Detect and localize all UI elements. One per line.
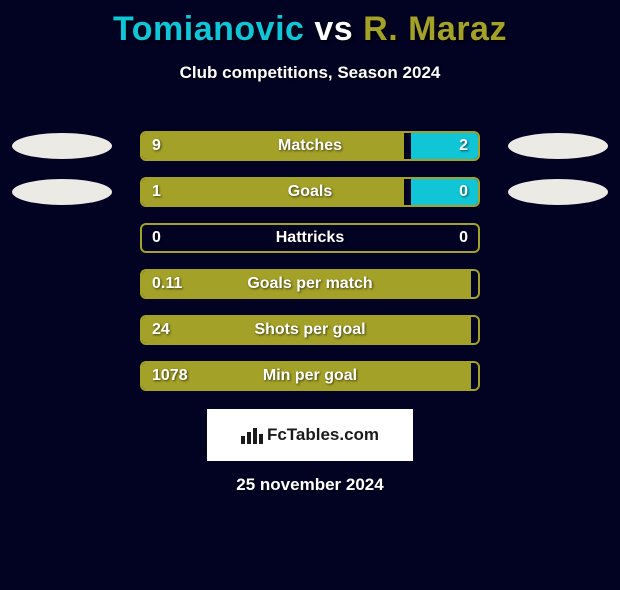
stat-bar: 92Matches (140, 131, 480, 161)
stat-row: 1078Min per goal (0, 353, 620, 399)
stat-label: Shots per goal (142, 317, 478, 343)
stat-label: Hattricks (142, 225, 478, 251)
title-right: R. Maraz (363, 10, 507, 48)
date: 25 november 2024 (0, 475, 620, 495)
avatar-right-slot (508, 317, 608, 343)
stat-row: 0.11Goals per match (0, 261, 620, 307)
avatar-left (12, 133, 112, 159)
logo-text: FcTables.com (267, 425, 379, 445)
page-title: Tomianovic vs R. Maraz (0, 10, 620, 49)
subtitle: Club competitions, Season 2024 (0, 63, 620, 83)
avatar-right-slot (508, 133, 608, 159)
title-left: Tomianovic (113, 10, 304, 48)
avatar-left (12, 179, 112, 205)
avatar-left-slot (12, 179, 112, 205)
stat-bar: 10Goals (140, 177, 480, 207)
stat-bar: 24Shots per goal (140, 315, 480, 345)
avatar-right-slot (508, 225, 608, 251)
stat-row: 24Shots per goal (0, 307, 620, 353)
fctables-logo[interactable]: FcTables.com (207, 409, 413, 461)
stat-label: Min per goal (142, 363, 478, 389)
stat-bar: 0.11Goals per match (140, 269, 480, 299)
stat-row: 92Matches (0, 123, 620, 169)
avatar-right-slot (508, 179, 608, 205)
avatar-left-slot (12, 133, 112, 159)
avatar-right (508, 179, 608, 205)
avatar-left-slot (12, 271, 112, 297)
stat-label: Goals (142, 179, 478, 205)
stat-bar: 1078Min per goal (140, 361, 480, 391)
stat-row: 00Hattricks (0, 215, 620, 261)
avatar-right-slot (508, 363, 608, 389)
title-mid: vs (304, 10, 363, 48)
avatar-left-slot (12, 317, 112, 343)
stat-block: 92Matches 10Goals 00Hattricks 0.11Goals per… (0, 123, 620, 399)
avatar-right-slot (508, 271, 608, 297)
bars-icon (241, 426, 263, 444)
stat-label: Goals per match (142, 271, 478, 297)
avatar-left-slot (12, 225, 112, 251)
avatar-left-slot (12, 363, 112, 389)
stat-row: 10Goals (0, 169, 620, 215)
stat-bar: 00Hattricks (140, 223, 480, 253)
stat-label: Matches (142, 133, 478, 159)
avatar-right (508, 133, 608, 159)
